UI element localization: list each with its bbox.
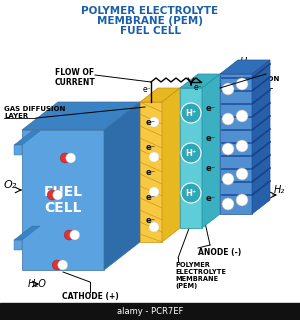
Text: GAS DIFFUSION
LAYER: GAS DIFFUSION LAYER — [218, 76, 279, 89]
Text: H⁺: H⁺ — [185, 188, 197, 197]
Circle shape — [66, 153, 76, 163]
Text: e⁻: e⁻ — [146, 193, 156, 202]
Polygon shape — [180, 88, 202, 228]
Circle shape — [236, 140, 248, 152]
Polygon shape — [14, 240, 22, 250]
Circle shape — [222, 173, 234, 185]
Text: MEMBRANE (PEM): MEMBRANE (PEM) — [97, 16, 203, 26]
Circle shape — [70, 230, 80, 240]
Bar — [0, 303, 300, 320]
Text: H⁺: H⁺ — [185, 108, 197, 117]
Circle shape — [236, 168, 248, 180]
Polygon shape — [220, 60, 270, 74]
Polygon shape — [22, 102, 140, 130]
Text: e⁻: e⁻ — [206, 133, 216, 142]
Circle shape — [149, 152, 159, 162]
Circle shape — [181, 143, 201, 163]
Text: e⁻: e⁻ — [146, 215, 156, 225]
Polygon shape — [22, 130, 104, 270]
Circle shape — [58, 260, 68, 270]
Text: FUEL CELL: FUEL CELL — [119, 26, 181, 36]
Text: O₂: O₂ — [4, 180, 17, 190]
Text: e⁻: e⁻ — [146, 142, 156, 151]
Text: e⁻: e⁻ — [143, 85, 152, 94]
Text: alamy - PCR7EF: alamy - PCR7EF — [117, 307, 183, 316]
Text: H⁺: H⁺ — [185, 148, 197, 157]
Text: e⁻: e⁻ — [194, 83, 202, 92]
Polygon shape — [14, 145, 22, 155]
Circle shape — [236, 78, 248, 90]
Circle shape — [181, 103, 201, 123]
Text: H₂O: H₂O — [28, 279, 47, 289]
Circle shape — [181, 183, 201, 203]
Circle shape — [236, 110, 248, 122]
Circle shape — [60, 153, 70, 163]
Polygon shape — [14, 131, 40, 145]
Polygon shape — [104, 102, 140, 270]
Polygon shape — [162, 88, 180, 242]
Circle shape — [64, 230, 74, 240]
Text: GAS DIFFUSION
LAYER: GAS DIFFUSION LAYER — [4, 106, 65, 119]
Polygon shape — [14, 226, 40, 240]
Circle shape — [53, 190, 63, 200]
Text: ANODE (-): ANODE (-) — [198, 248, 241, 257]
Circle shape — [236, 194, 248, 206]
Text: e⁻: e⁻ — [146, 117, 156, 126]
Circle shape — [222, 83, 234, 95]
Text: FLOW OF
CURRENT: FLOW OF CURRENT — [55, 68, 95, 87]
Circle shape — [222, 198, 234, 210]
Polygon shape — [140, 88, 180, 102]
Text: POLYMER ELECTROLYTE: POLYMER ELECTROLYTE — [81, 6, 219, 16]
Polygon shape — [220, 74, 252, 214]
Circle shape — [47, 190, 57, 200]
Circle shape — [222, 113, 234, 125]
Text: FUEL
CELL: FUEL CELL — [44, 185, 82, 215]
Text: e⁻: e⁻ — [206, 194, 216, 203]
Text: POLYMER
ELECTROLYTE
MEMBRANE
(PEM): POLYMER ELECTROLYTE MEMBRANE (PEM) — [175, 262, 226, 289]
Circle shape — [149, 187, 159, 197]
Text: e⁻: e⁻ — [206, 164, 216, 172]
Polygon shape — [252, 60, 270, 214]
Circle shape — [149, 222, 159, 232]
Text: CATHODE (+): CATHODE (+) — [61, 292, 118, 301]
Circle shape — [222, 143, 234, 155]
Polygon shape — [202, 74, 220, 228]
Polygon shape — [180, 74, 220, 88]
Text: H₂: H₂ — [274, 185, 285, 195]
Circle shape — [52, 260, 62, 270]
Text: H₂: H₂ — [240, 57, 251, 67]
Polygon shape — [140, 102, 162, 242]
Text: e⁻: e⁻ — [146, 167, 156, 177]
Circle shape — [149, 117, 159, 127]
Text: e⁻: e⁻ — [206, 103, 216, 113]
